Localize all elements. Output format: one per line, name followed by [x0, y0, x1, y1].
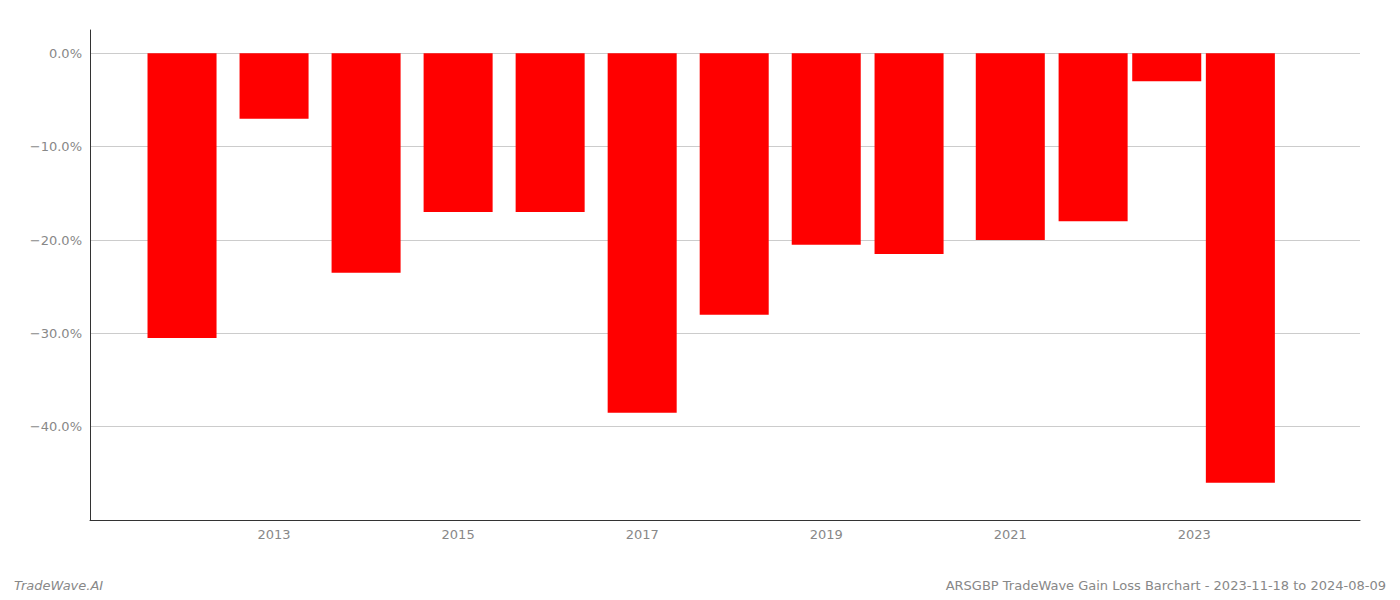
- svg-text:2015: 2015: [442, 527, 475, 542]
- svg-text:−20.0%: −20.0%: [30, 233, 82, 248]
- svg-text:2017: 2017: [626, 527, 659, 542]
- svg-text:−10.0%: −10.0%: [30, 139, 82, 154]
- svg-text:TradeWave.AI: TradeWave.AI: [14, 578, 103, 593]
- svg-text:2013: 2013: [258, 527, 291, 542]
- svg-text:−40.0%: −40.0%: [30, 419, 82, 434]
- svg-text:ARSGBP TradeWave Gain Loss Bar: ARSGBP TradeWave Gain Loss Barchart - 20…: [946, 578, 1386, 593]
- svg-text:2019: 2019: [810, 527, 843, 542]
- svg-text:−30.0%: −30.0%: [30, 326, 82, 341]
- svg-text:2021: 2021: [994, 527, 1027, 542]
- svg-text:2023: 2023: [1178, 527, 1211, 542]
- svg-text:0.0%: 0.0%: [49, 46, 82, 61]
